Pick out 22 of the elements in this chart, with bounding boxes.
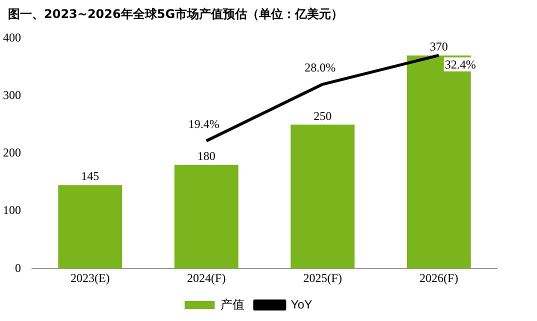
y-tick-label: 100 [3, 203, 21, 218]
data-label: 370 [430, 40, 448, 54]
data-label: 19.4% [188, 117, 220, 132]
x-tick-label: 2023(E) [70, 270, 110, 285]
data-label: 250 [314, 108, 332, 123]
data-label: 145 [81, 169, 100, 184]
data-label: 180 [197, 149, 216, 164]
data-label: 28.0% [304, 60, 336, 74]
chart-title: 图一、2023~2026年全球5G市场产值预估（单位：亿美元） [8, 6, 344, 23]
x-tick-label: 2024(F) [187, 270, 226, 285]
y-tick-label: 300 [3, 88, 21, 102]
legend-label: YoY [290, 297, 312, 312]
x-tick-label: 2025(F) [303, 270, 342, 285]
bar [174, 164, 238, 269]
legend-label: 产值 [220, 297, 245, 312]
bar [290, 124, 355, 269]
x-tick-label: 2026(F) [420, 270, 458, 285]
y-tick-label: 0 [15, 260, 21, 275]
data-label: 32.4% [444, 57, 476, 72]
bar [58, 185, 122, 269]
y-tick-label: 200 [3, 146, 21, 160]
y-tick-label: 400 [3, 30, 21, 44]
